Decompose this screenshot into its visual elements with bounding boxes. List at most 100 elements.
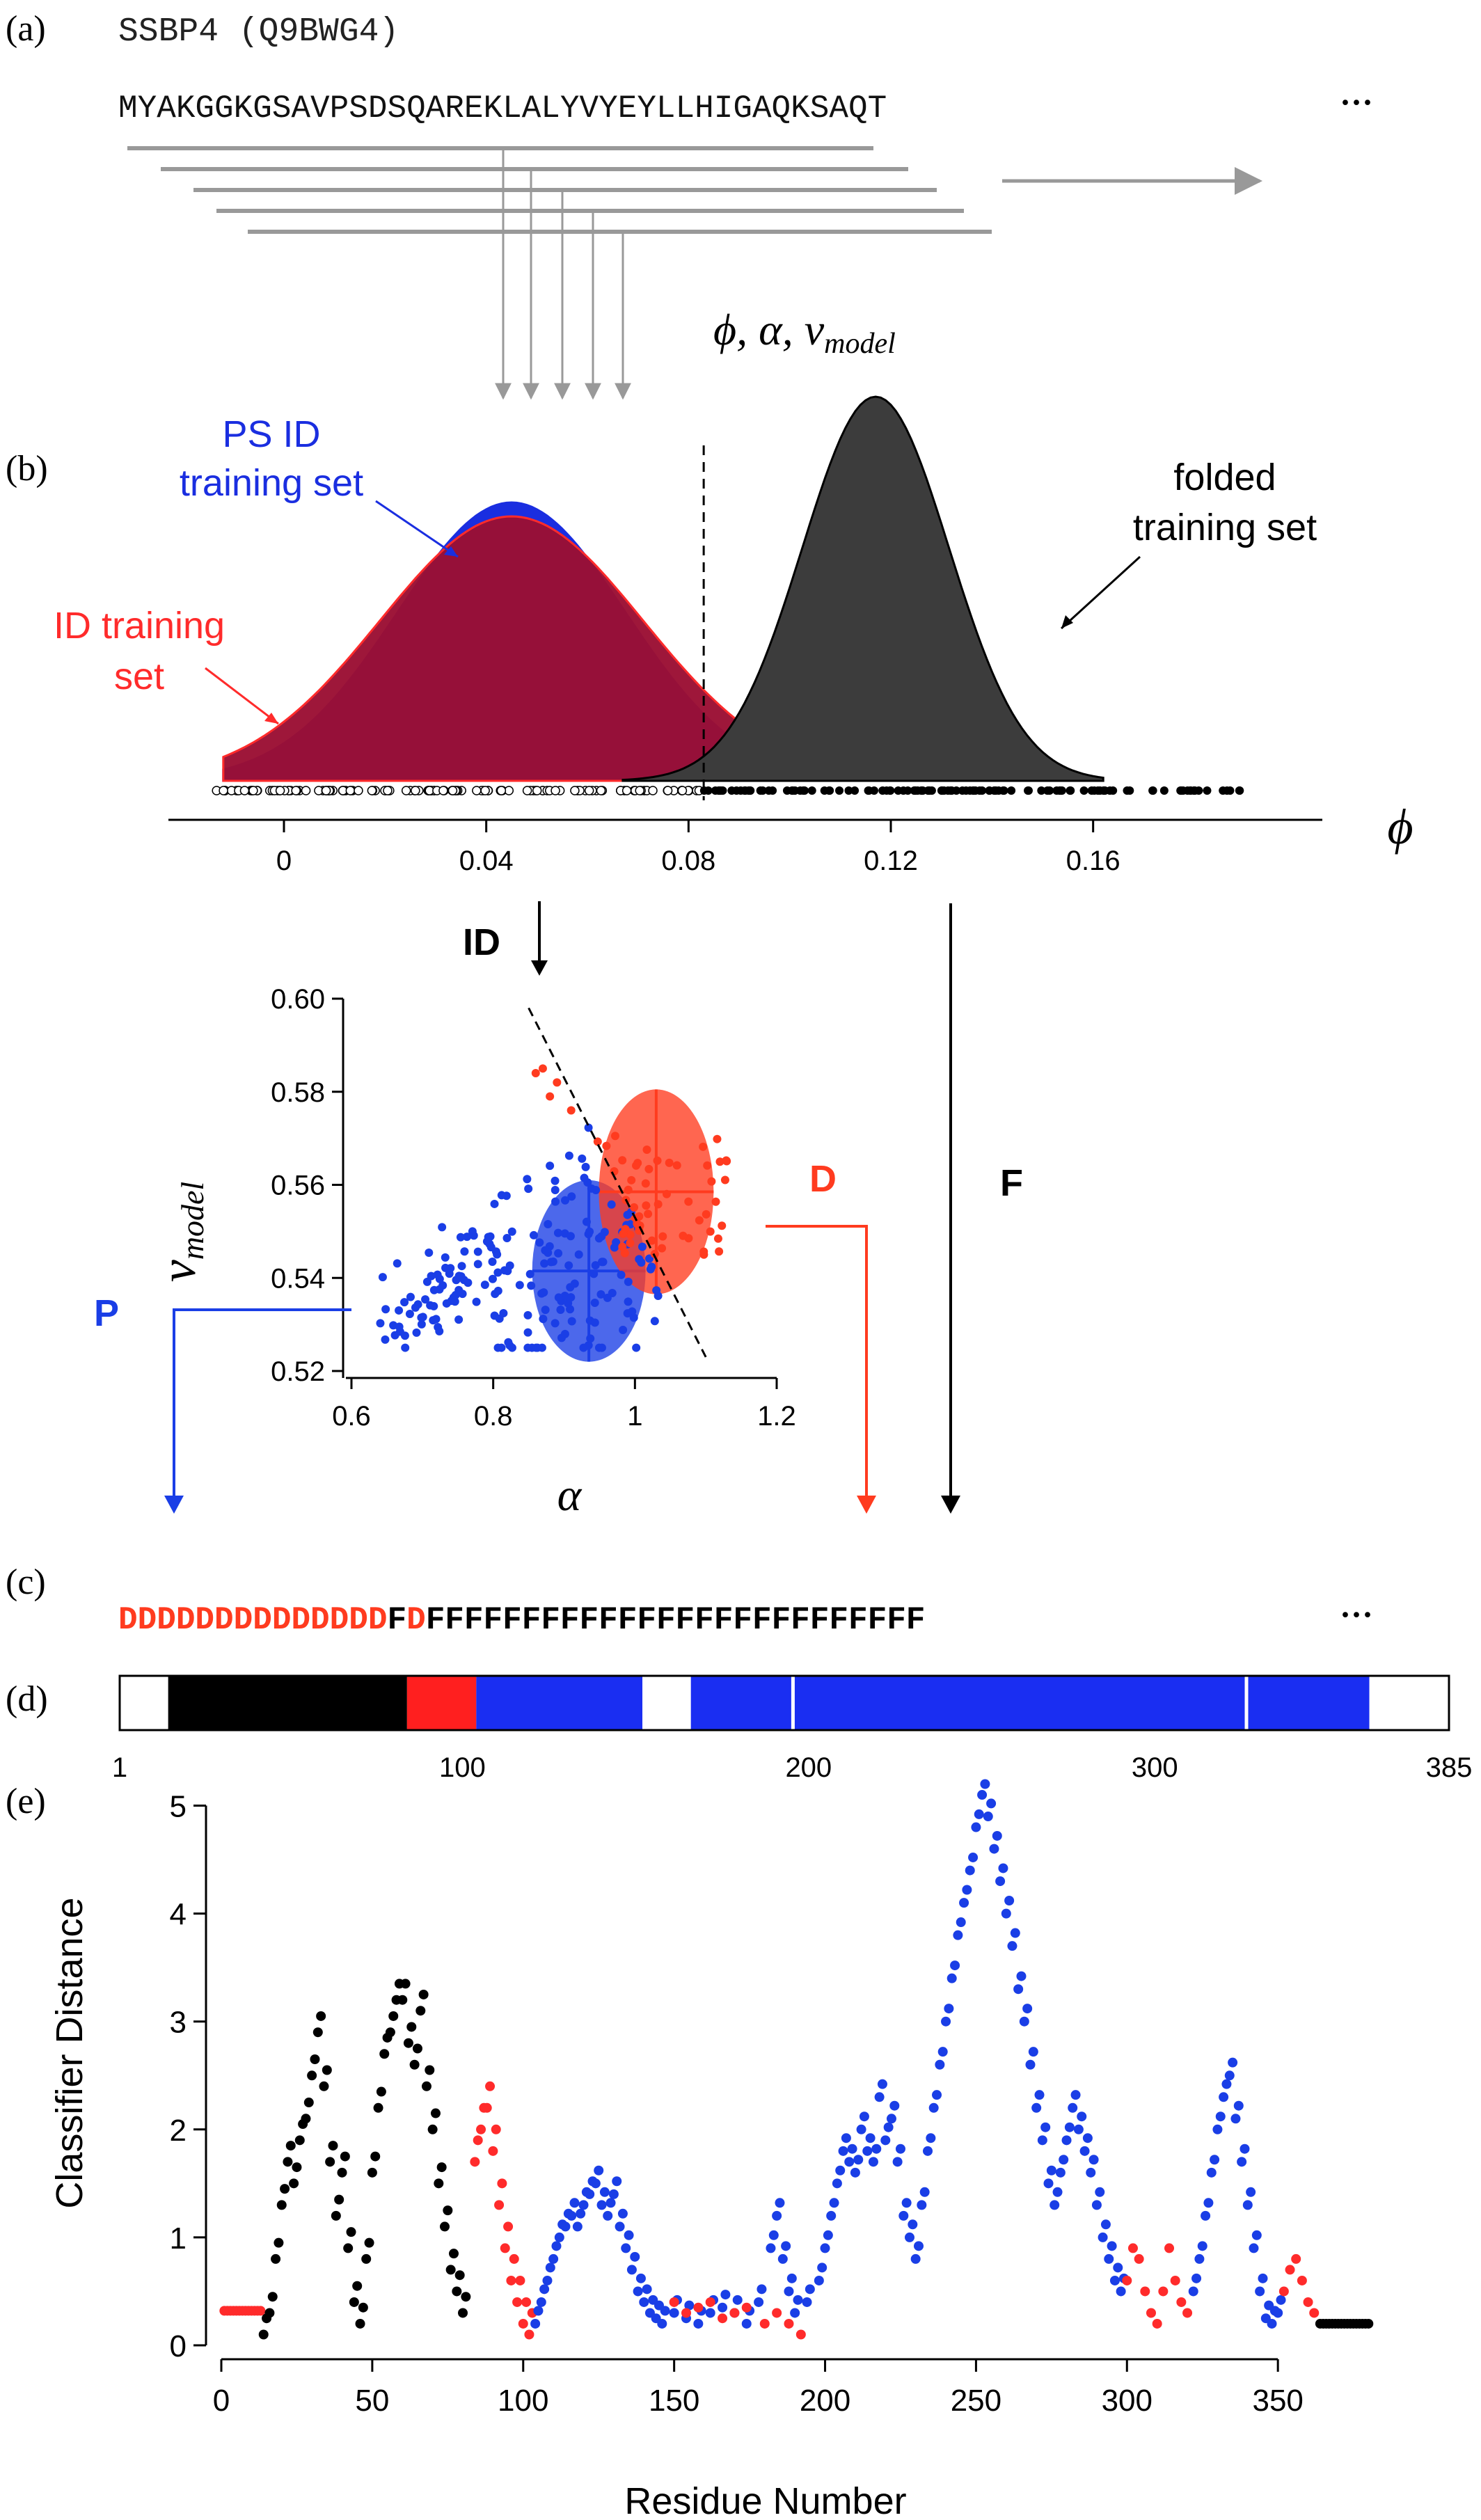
residue-point-f (276, 2200, 287, 2210)
residue-point-p (669, 2308, 679, 2318)
scatter-point-p (417, 1320, 426, 1329)
phi-point-id (291, 786, 301, 795)
scatter-point-p (381, 1305, 390, 1314)
phi-point-folded (990, 786, 999, 795)
residue-point-f (343, 2243, 354, 2253)
residue-point-p (965, 1865, 975, 1876)
residue-point-p (615, 2221, 625, 2232)
residue-point-d (503, 2221, 514, 2232)
residue-point-p (844, 2157, 855, 2167)
phi-point-id (345, 786, 356, 795)
scatter-point-d (647, 1236, 656, 1245)
phi-point-folded (1095, 786, 1104, 795)
phi-point-id (367, 786, 377, 795)
domain-segment (642, 1676, 691, 1730)
residue-point-p (775, 2198, 785, 2208)
domain-segment (690, 1676, 791, 1730)
residue-point-d (741, 2302, 752, 2313)
residue-point-p (596, 2200, 607, 2210)
scatter-point-p (493, 1268, 502, 1277)
e-y-tick-label: 4 (170, 1898, 187, 1932)
residue-point-f (280, 2184, 290, 2194)
scatter-point-d (658, 1244, 667, 1253)
phi-point-folded (1043, 786, 1052, 795)
scatter-point-d (699, 1142, 708, 1151)
scatter-point-d (672, 1161, 681, 1170)
residue-point-p (1251, 2230, 1262, 2240)
scatter-point-d (618, 1156, 627, 1165)
residue-point-p (1079, 2146, 1090, 2156)
residue-point-p (1059, 2155, 1069, 2165)
scatter-point-p (581, 1162, 590, 1171)
residue-point-p (1246, 2187, 1256, 2197)
phi-point-folded (899, 786, 908, 795)
residue-point-p (880, 2135, 891, 2146)
phi-point-folded (1055, 786, 1064, 795)
scatter-point-d (553, 1078, 562, 1087)
phi-point-id (570, 786, 580, 795)
residue-point-p (786, 2273, 797, 2283)
residue-point-f (418, 1989, 429, 1999)
scatter-point-d (627, 1175, 636, 1184)
residue-point-p (551, 2241, 562, 2251)
residue-point-p (777, 2253, 788, 2264)
residue-point-d (506, 2275, 516, 2285)
residue-point-p (980, 1779, 990, 1789)
residue-point-d (482, 2102, 492, 2113)
residue-point-f (430, 2108, 441, 2118)
phi-point-folded (918, 786, 927, 795)
domain-segment (1244, 1676, 1249, 1730)
scatter-point-p (395, 1306, 404, 1315)
scatter-point-d (679, 1231, 688, 1240)
scatter-point-d (641, 1179, 650, 1188)
residue-point-p (1086, 2167, 1096, 2178)
residue-point-d (1140, 2286, 1150, 2297)
scatter-point-p (523, 1343, 532, 1352)
residue-point-p (820, 2243, 830, 2253)
residue-point-p (805, 2284, 815, 2295)
scatter-point-p (525, 1269, 534, 1278)
residue-point-p (1034, 2090, 1045, 2100)
classification-string: DDDDDDDDDDDDDDFDFFFFFFFFFFFFFFFFFFFFFFFF… (118, 1602, 925, 1638)
phi-point-folded (787, 786, 796, 795)
residue-point-p (928, 2102, 939, 2113)
residue-point-p (835, 2165, 846, 2176)
residue-point-p (898, 2210, 909, 2221)
scatter-point-d (644, 1210, 653, 1219)
residue-point-p (932, 2090, 942, 2100)
residue-point-p (1273, 2308, 1283, 2318)
phi-point-folded (1079, 786, 1088, 795)
residue-point-p (1224, 2070, 1235, 2081)
residue-point-p (953, 1930, 963, 1940)
domain-segment (794, 1676, 1245, 1730)
scatter-point-p (454, 1315, 464, 1324)
phi-point-id (401, 786, 411, 795)
scatter-point-p (566, 1232, 575, 1241)
residue-point-p (1007, 1941, 1017, 1951)
residue-point-p (1068, 2102, 1078, 2113)
scatter-point-p (624, 1297, 633, 1306)
phi-point-id (496, 786, 507, 795)
phi-point-folded (795, 786, 805, 795)
phi-point-folded (940, 786, 949, 795)
residue-point-p (590, 2178, 601, 2189)
scatter-point-d (706, 1227, 715, 1236)
scatter-point-p (495, 1314, 504, 1323)
residue-point-p (1116, 2286, 1126, 2297)
e-y-tick-label: 2 (170, 2114, 187, 2148)
residue-point-d (1170, 2275, 1180, 2285)
id-pointer (205, 667, 279, 725)
residue-point-f (425, 2065, 435, 2075)
scatter-point-p (564, 1299, 573, 1308)
residue-point-p (998, 1863, 1008, 1873)
scatter-point-p (551, 1197, 560, 1206)
scatter-point-d (593, 1137, 602, 1146)
residue-point-f (319, 2081, 329, 2091)
residue-point-p (802, 2297, 812, 2307)
residue-point-p (784, 2286, 794, 2297)
protein-sequence: MYAKGGKGSAVPSDSQAREKLALYVYEYLLHIGAQKSAQT (118, 90, 887, 127)
residue-point-d (1297, 2275, 1307, 2285)
scatter-point-p (582, 1217, 591, 1226)
residue-point-f (283, 2157, 293, 2167)
residue-point-p (608, 2189, 619, 2199)
